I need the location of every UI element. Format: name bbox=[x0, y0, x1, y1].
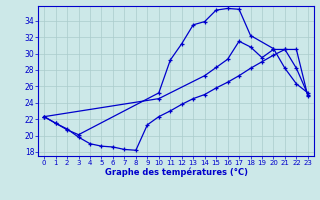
X-axis label: Graphe des températures (°C): Graphe des températures (°C) bbox=[105, 168, 247, 177]
